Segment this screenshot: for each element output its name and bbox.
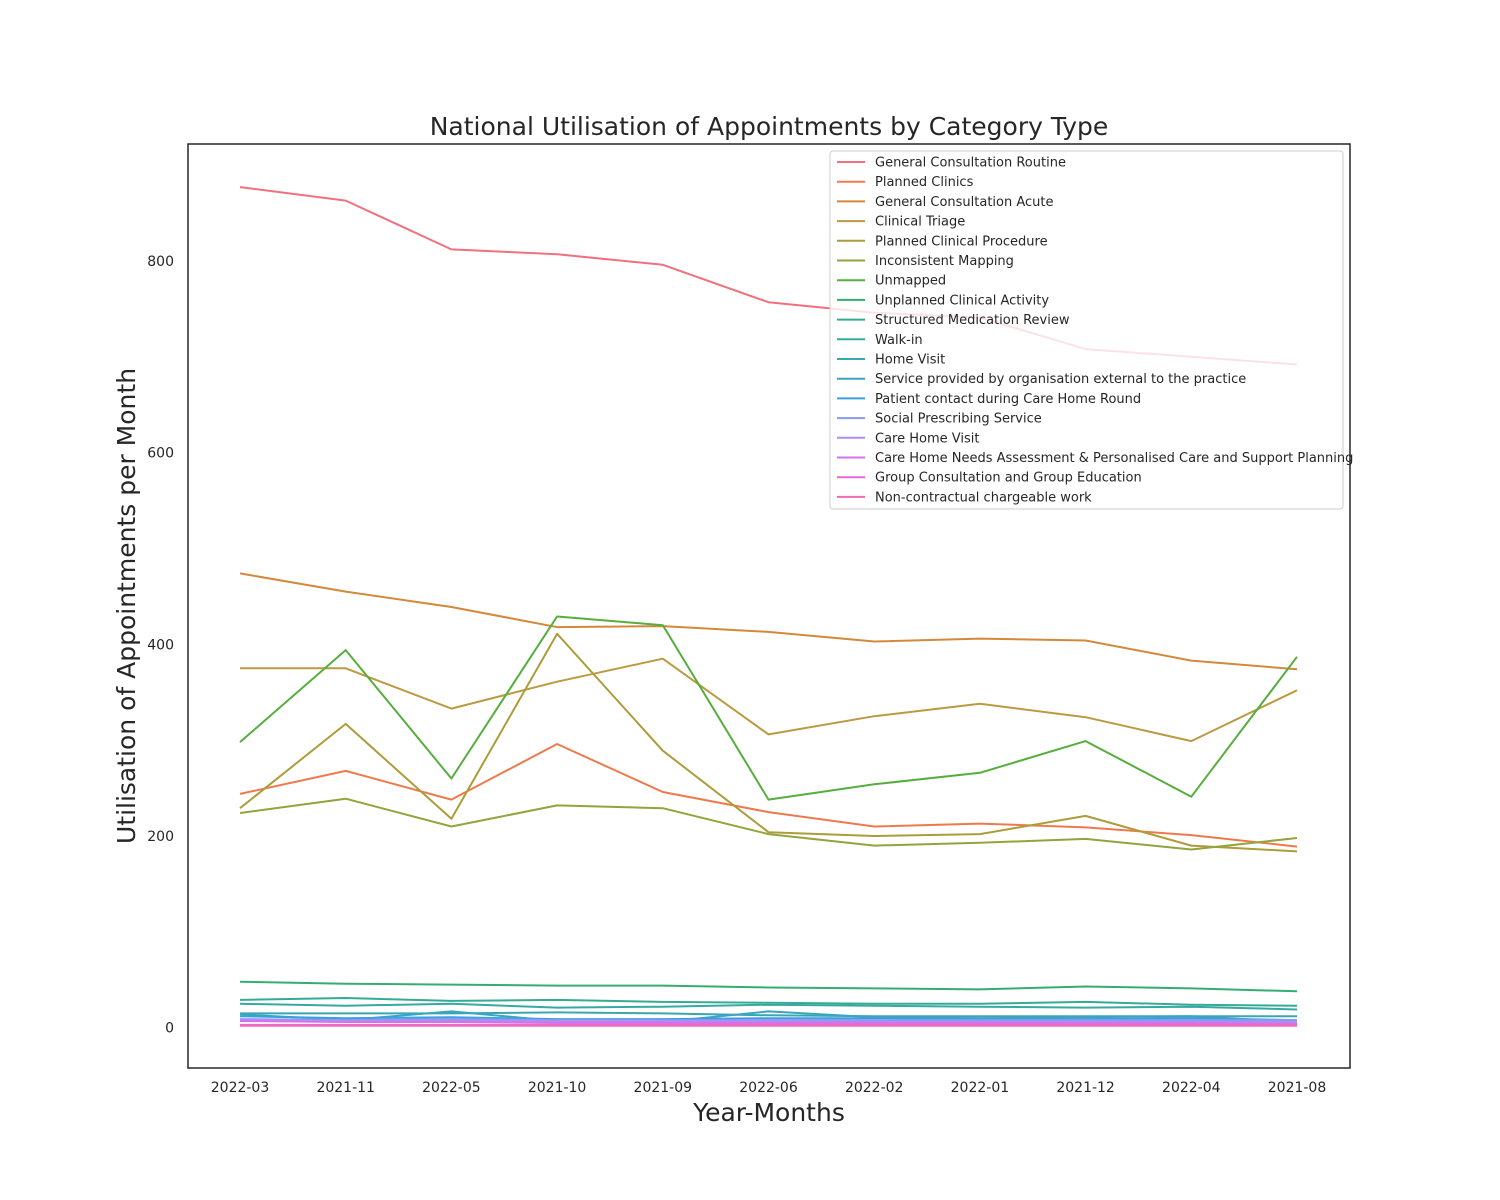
series-line-12	[239, 1015, 1298, 1022]
legend-label: Unplanned Clinical Activity	[875, 293, 1049, 308]
legend-label: Patient contact during Care Home Round	[875, 392, 1141, 407]
plot-frame	[187, 143, 1351, 1069]
series-line-7	[239, 980, 1298, 993]
x-tick-label: 2021-09	[634, 1080, 693, 1096]
legend-label: Home Visit	[875, 353, 945, 368]
legend-label: Care Home Visit	[875, 431, 979, 446]
legend-label: Walk-in	[875, 333, 923, 348]
series-line-5	[239, 797, 1298, 851]
y-axis-ticks: 0 200 400 600 800	[147, 254, 174, 1037]
legend-label: Planned Clinics	[875, 175, 974, 190]
x-axis-label: Year-Months	[692, 1098, 845, 1127]
y-tick-label: 800	[147, 254, 174, 270]
series-line-6	[239, 615, 1298, 801]
series-line-11	[239, 1010, 1298, 1023]
series-line-3	[240, 657, 1298, 743]
x-tick-label: 2022-06	[739, 1080, 798, 1096]
y-tick-label: 200	[147, 829, 174, 845]
series-line-2	[239, 572, 1298, 671]
plot-lines	[239, 186, 1298, 1027]
series-line-13	[239, 1018, 1297, 1022]
y-tick-label: 0	[165, 1021, 174, 1037]
series-line-9	[239, 1002, 1298, 1011]
series-line-1	[239, 743, 1298, 848]
x-tick-label: 2021-12	[1056, 1080, 1115, 1096]
x-tick-label: 2022-01	[951, 1080, 1010, 1096]
x-tick-label: 2022-02	[845, 1080, 904, 1096]
y-axis-label: Utilisation of Appointments per Month	[112, 368, 141, 844]
legend-label: Inconsistent Mapping	[875, 254, 1014, 269]
legend-label: Planned Clinical Procedure	[875, 234, 1048, 249]
x-tick-label: 2021-08	[1268, 1080, 1327, 1096]
legend-label: Care Home Needs Assessment & Personalise…	[875, 451, 1353, 466]
legend-label: Clinical Triage	[875, 215, 965, 230]
y-tick-label: 400	[147, 637, 174, 653]
x-axis-ticks: 2022-03 2021-11 2022-05 2021-10 2021-09 2022-…	[211, 1080, 1327, 1096]
series-line-4	[239, 632, 1298, 853]
series-line-15	[239, 1020, 1298, 1025]
legend-label: Group Consultation and Group Education	[875, 471, 1142, 486]
legend-label: Social Prescribing Service	[875, 412, 1042, 427]
legend-label: General Consultation Acute	[875, 195, 1054, 210]
x-tick-label: 2022-03	[211, 1080, 270, 1096]
legend-label: Non-contractual chargeable work	[875, 490, 1092, 505]
x-tick-label: 2022-04	[1162, 1080, 1221, 1096]
chart-title: National Utilisation of Appointments by …	[430, 112, 1109, 141]
x-tick-label: 2021-10	[528, 1080, 587, 1096]
x-tick-label: 2021-11	[316, 1080, 375, 1096]
legend: General Consultation Routine Planned Clin…	[829, 150, 1353, 510]
legend-box	[829, 150, 1344, 510]
legend-label: General Consultation Routine	[875, 156, 1066, 171]
legend-label: Service provided by organisation externa…	[875, 372, 1246, 387]
legend-label: Structured Medication Review	[875, 313, 1070, 328]
y-tick-label: 600	[147, 446, 174, 462]
series-line-8	[239, 997, 1298, 1007]
x-tick-label: 2022-05	[422, 1080, 481, 1096]
legend-label: Unmapped	[875, 274, 946, 289]
